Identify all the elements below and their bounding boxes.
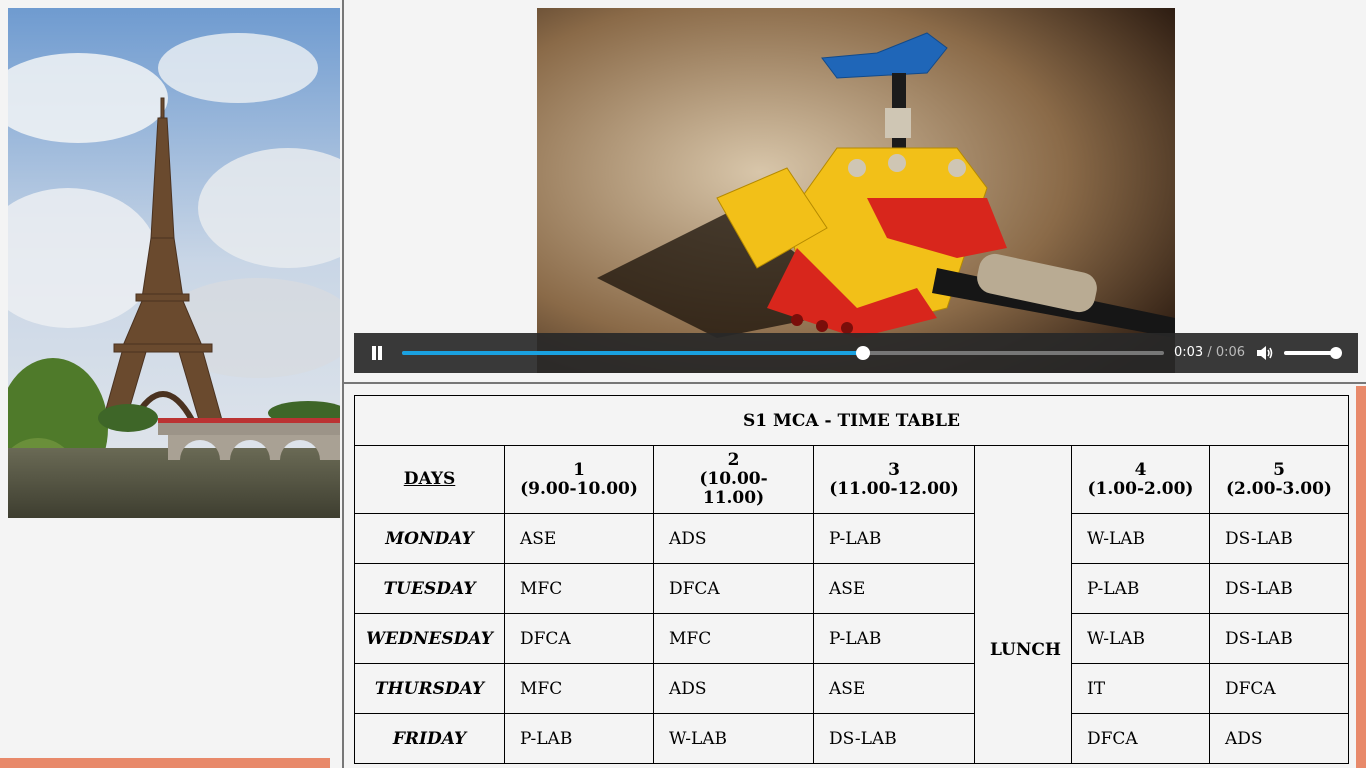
video-frame[interactable] xyxy=(537,8,1175,373)
period-header: 1 (9.00-10.00) xyxy=(504,445,654,514)
period-header: 2 (10.00-11.00) xyxy=(653,445,814,514)
period-header: 3 (11.00-12.00) xyxy=(813,445,975,514)
subject-cell: ASE xyxy=(504,513,654,564)
day-cell: FRIDAY xyxy=(354,713,505,764)
left-pane xyxy=(0,0,342,768)
vertical-divider xyxy=(342,0,344,768)
subject-cell: DFCA xyxy=(1071,713,1210,764)
subject-cell: MFC xyxy=(653,613,814,664)
duration: 0:06 xyxy=(1215,345,1246,360)
subject-cell: DS-LAB xyxy=(813,713,975,764)
subject-cell: P-LAB xyxy=(813,513,975,564)
subject-cell: IT xyxy=(1071,663,1210,714)
timetable: S1 MCA - TIME TABLE DAYS 1 (9.00-10.00) 2… xyxy=(354,395,1349,764)
timetable-title: S1 MCA - TIME TABLE xyxy=(354,395,1349,446)
day-cell: TUESDAY xyxy=(354,563,505,614)
subject-cell: ADS xyxy=(653,663,814,714)
header-row: DAYS 1 (9.00-10.00) 2 (10.00-11.00) 3 (11.0… xyxy=(354,445,1349,764)
table-row: TUESDAY MFC DFCA ASE P-LAB DS-LAB xyxy=(354,563,1349,614)
subject-cell: DS-LAB xyxy=(1209,513,1349,564)
volume-slider-thumb[interactable] xyxy=(1330,347,1342,359)
left-accent-bar xyxy=(0,758,330,768)
table-row: FRIDAY P-LAB W-LAB DS-LAB DFCA ADS xyxy=(354,713,1349,764)
right-accent-bar xyxy=(1356,386,1366,768)
lunch-cell: LUNCH xyxy=(974,445,1072,764)
subject-cell: DFCA xyxy=(1209,663,1349,714)
horizontal-divider xyxy=(344,382,1366,384)
subject-cell: P-LAB xyxy=(1071,563,1210,614)
video-controls: 0:03 / 0:06 xyxy=(354,333,1358,373)
subject-cell: W-LAB xyxy=(1071,513,1210,564)
subject-cell: DS-LAB xyxy=(1209,613,1349,664)
day-cell: WEDNESDAY xyxy=(354,613,505,664)
day-cell: MONDAY xyxy=(354,513,505,564)
subject-cell: P-LAB xyxy=(504,713,654,764)
time-display: 0:03 / 0:06 xyxy=(1174,345,1245,360)
volume-slider[interactable] xyxy=(1284,347,1342,359)
days-header: DAYS xyxy=(354,445,505,514)
time-separator: / xyxy=(1207,345,1212,360)
subject-cell: W-LAB xyxy=(1071,613,1210,664)
current-time: 0:03 xyxy=(1174,345,1204,360)
subject-cell: DFCA xyxy=(653,563,814,614)
subject-cell: ASE xyxy=(813,663,975,714)
table-row: THURSDAY MFC ADS ASE IT DFCA xyxy=(354,663,1349,714)
subject-cell: ADS xyxy=(653,513,814,564)
day-cell: THURSDAY xyxy=(354,663,505,714)
seek-bar-fill xyxy=(402,351,863,355)
table-row: MONDAY ASE ADS P-LAB W-LAB DS-LAB xyxy=(354,513,1349,564)
subject-cell: ASE xyxy=(813,563,975,614)
subject-cell: MFC xyxy=(504,563,654,614)
video-player[interactable]: 0:03 / 0:06 xyxy=(354,8,1358,373)
subject-cell: W-LAB xyxy=(653,713,814,764)
seek-bar-thumb[interactable] xyxy=(856,346,870,360)
subject-cell: DS-LAB xyxy=(1209,563,1349,614)
subject-cell: MFC xyxy=(504,663,654,714)
period-header: 4 (1.00-2.00) xyxy=(1071,445,1210,514)
seek-bar[interactable] xyxy=(402,346,1164,360)
period-header: 5 (2.00-3.00) xyxy=(1209,445,1349,514)
subject-cell: ADS xyxy=(1209,713,1349,764)
eiffel-tower-photo xyxy=(8,8,340,518)
pause-button[interactable] xyxy=(370,345,384,361)
subject-cell: DFCA xyxy=(504,613,654,664)
table-row: WEDNESDAY DFCA MFC P-LAB W-LAB DS-LAB xyxy=(354,613,1349,664)
subject-cell: P-LAB xyxy=(813,613,975,664)
volume-icon[interactable] xyxy=(1256,345,1274,361)
